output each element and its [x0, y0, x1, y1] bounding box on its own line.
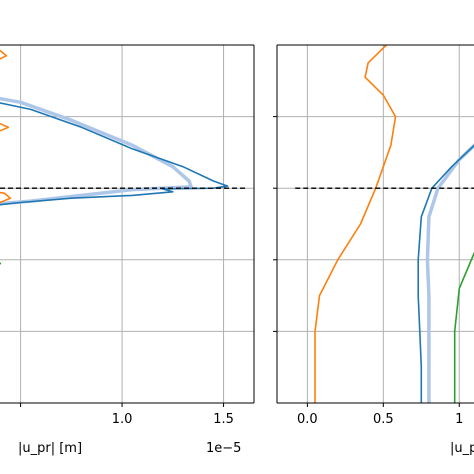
x-tick-label: 1.0 — [112, 412, 133, 427]
series-line-1 — [314, 45, 397, 403]
series-line-2 — [0, 102, 229, 206]
series-line-5 — [0, 191, 12, 204]
series-group — [314, 45, 474, 403]
x-tick-label: 0.0 — [297, 412, 318, 427]
left-panel: 1.0 1.5 — [0, 44, 255, 427]
series-line-3 — [0, 49, 8, 60]
series-line-3 — [417, 144, 474, 403]
series-line-4 — [0, 122, 10, 132]
x-tick-label: 1.5 — [213, 412, 234, 427]
right-x-axis-label: |u_pz — [450, 441, 474, 456]
series-group — [0, 49, 229, 265]
series-line-2 — [425, 143, 474, 403]
left-x-axis-label: |u_pr| [m] — [18, 441, 82, 456]
x-tick-label: 0.5 — [373, 412, 394, 427]
left-x-multiplier-label: 1e−5 — [206, 441, 241, 456]
x-tick-label: 1 — [455, 412, 463, 427]
series-line-4 — [453, 251, 474, 403]
right-panel: 0.0 0.5 1 — [273, 44, 474, 427]
